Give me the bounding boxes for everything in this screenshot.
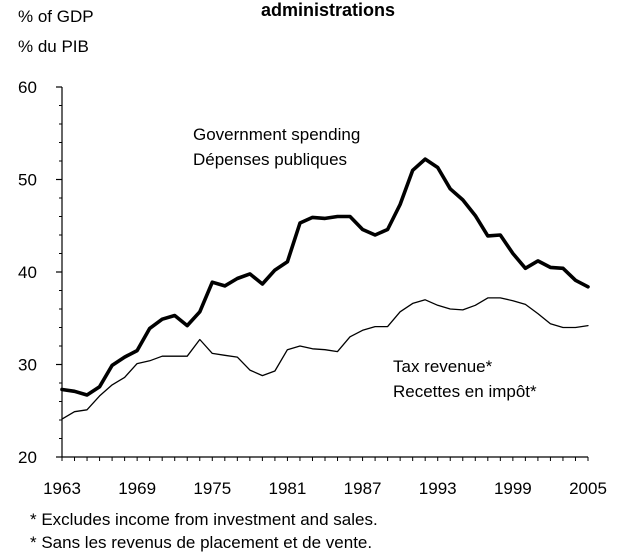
x-tick-label: 2005: [569, 479, 607, 498]
y-tick-label: 60: [18, 78, 37, 97]
y-tick-label: 50: [18, 171, 37, 190]
x-tick-label: 1981: [269, 479, 307, 498]
y-tick-labels: 60 50 40 30 20: [18, 78, 37, 467]
x-tick-label: 1999: [494, 479, 532, 498]
y-unit-label-en: % of GDP: [18, 7, 94, 26]
x-tick-label: 1987: [344, 479, 382, 498]
y-tick-label: 30: [18, 356, 37, 375]
x-tick-labels: 1963 1969 1975 1981 1987 1993 1999 2005: [43, 479, 607, 498]
y-tick-label: 40: [18, 263, 37, 282]
series-line-government-spending: [60, 157, 590, 397]
series-lines: [60, 157, 590, 420]
series-label-tax-fr: Recettes en impôt*: [393, 382, 537, 401]
axes: [56, 86, 589, 461]
footnote-en: * Excludes income from investment and sa…: [30, 510, 378, 529]
footnote-fr: * Sans les revenus de placement et de ve…: [30, 533, 373, 552]
series-label-spending-fr: Dépenses publiques: [193, 150, 347, 169]
y-tick-label: 20: [18, 448, 37, 467]
x-tick-label: 1975: [193, 479, 231, 498]
series-label-tax-en: Tax revenue*: [393, 357, 493, 376]
series-line-tax-revenue: [61, 297, 589, 420]
x-tick-label: 1969: [118, 479, 156, 498]
y-unit-label-fr: % du PIB: [18, 37, 89, 56]
series-label-spending-en: Government spending: [193, 125, 360, 144]
chart-title: administrations: [261, 0, 395, 20]
x-tick-label: 1963: [43, 479, 81, 498]
x-tick-label: 1993: [419, 479, 457, 498]
